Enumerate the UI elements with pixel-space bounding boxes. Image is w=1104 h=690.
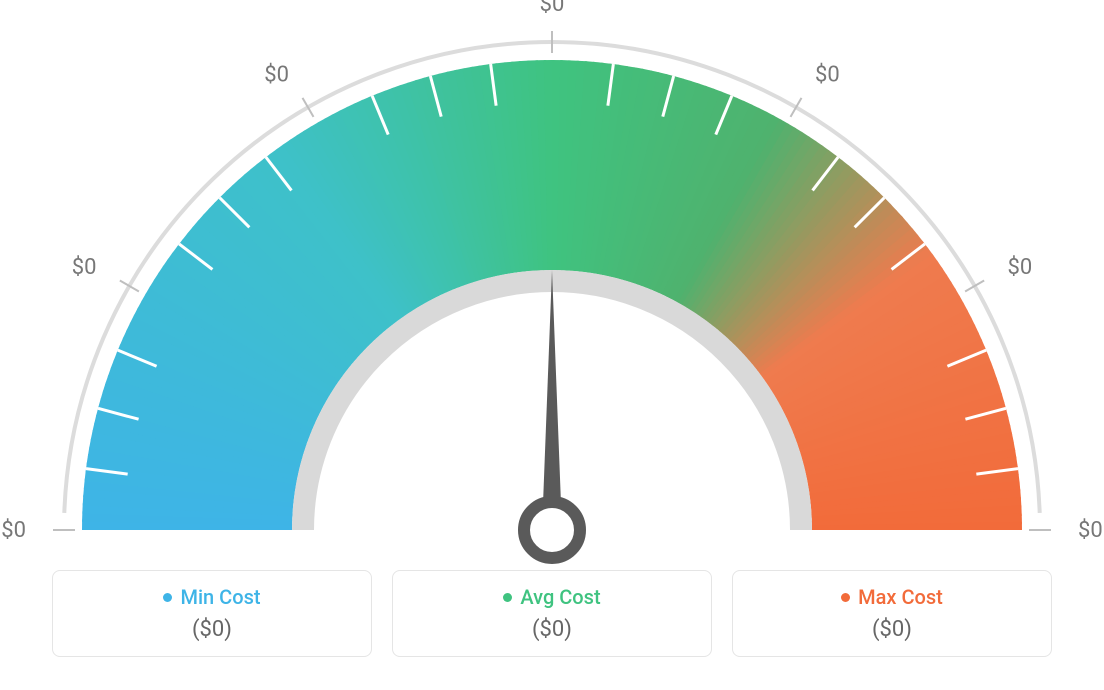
svg-text:$0: $0 (540, 0, 565, 17)
legend-title: Avg Cost (503, 585, 600, 609)
legend-row: Min Cost ($0) Avg Cost ($0) Max Cost ($0… (0, 570, 1104, 657)
svg-text:$0: $0 (815, 62, 840, 87)
legend-title: Max Cost (841, 585, 943, 609)
legend-dot-icon (841, 593, 850, 602)
legend-value: ($0) (411, 617, 693, 642)
svg-text:$0: $0 (72, 255, 97, 280)
legend-card-max: Max Cost ($0) (732, 570, 1052, 657)
gauge-chart: $0 $0 $0 $0 $0 $0 $0 (0, 0, 1104, 560)
gauge-svg: $0 $0 $0 $0 $0 $0 $0 (0, 0, 1104, 582)
legend-label: Avg Cost (520, 585, 600, 609)
legend-value: ($0) (71, 617, 353, 642)
svg-text:$0: $0 (264, 62, 289, 87)
legend-label: Min Cost (180, 585, 260, 609)
svg-text:$0: $0 (1, 518, 26, 543)
legend-dot-icon (503, 593, 512, 602)
legend-title: Min Cost (163, 585, 260, 609)
legend-card-avg: Avg Cost ($0) (392, 570, 712, 657)
svg-text:$0: $0 (1008, 255, 1033, 280)
legend-label: Max Cost (858, 585, 943, 609)
legend-dot-icon (163, 593, 172, 602)
legend-value: ($0) (751, 617, 1033, 642)
svg-text:$0: $0 (1078, 518, 1103, 543)
gauge-needle (524, 270, 580, 558)
legend-card-min: Min Cost ($0) (52, 570, 372, 657)
